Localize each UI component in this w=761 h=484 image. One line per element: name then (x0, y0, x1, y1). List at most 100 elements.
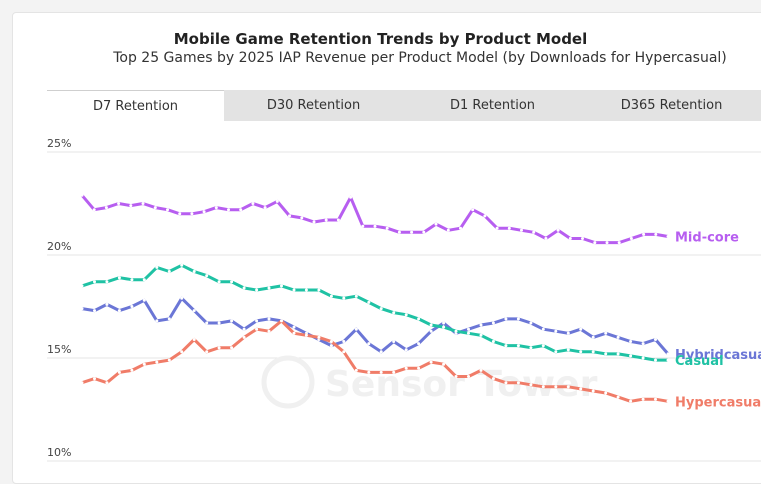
data-point-hybridcasual (442, 321, 446, 325)
data-point-casual (217, 280, 221, 284)
data-point-hypercasual (479, 368, 483, 372)
y-axis-ticks: 10% 15% 20% 25% (47, 137, 71, 459)
data-point-mid-core (117, 202, 121, 205)
data-point-hybridcasual (267, 317, 271, 321)
data-point-hypercasual (217, 346, 221, 350)
data-point-hybridcasual (516, 317, 520, 321)
data-point-casual (454, 329, 458, 333)
data-point-hybridcasual (429, 329, 433, 333)
data-point-hypercasual (392, 370, 396, 374)
data-point-hypercasual (616, 395, 620, 399)
data-point-hybridcasual (491, 321, 495, 325)
data-point-hypercasual (467, 375, 470, 378)
data-point-hybridcasual (529, 321, 533, 325)
data-point-mid-core (544, 237, 548, 240)
data-point-hybridcasual (255, 319, 259, 323)
data-point-hybridcasual (230, 319, 234, 323)
retention-line-chart: Sensor Tower 10% 15% 20% 25% Mid-core Hybrid… (47, 137, 761, 462)
watermark: Sensor Tower (261, 355, 598, 409)
data-point-mid-core (227, 208, 230, 212)
series-line-hybridcasual (81, 296, 670, 355)
data-point-casual (404, 313, 408, 317)
data-point-hypercasual (354, 368, 358, 372)
data-point-mid-core (251, 202, 255, 205)
data-point-mid-core (556, 228, 560, 232)
data-point-hypercasual (192, 338, 196, 341)
data-point-hybridcasual (354, 327, 358, 331)
series-label-casual: Casual (675, 354, 724, 369)
data-point-casual (604, 352, 608, 356)
series-label-hypercasual: Hypercasual (675, 395, 761, 410)
tab-d1-retention[interactable]: D1 Retention (449, 98, 536, 113)
data-point-mid-core (141, 202, 145, 205)
data-point-mid-core (507, 226, 511, 230)
data-point-hybridcasual (479, 323, 483, 327)
data-point-hypercasual (255, 327, 259, 331)
data-point-hypercasual (666, 399, 670, 403)
series-label-hybridcasual: Hybridcasual (675, 348, 761, 363)
data-point-casual (541, 344, 545, 348)
data-point-casual (641, 356, 645, 360)
data-point-hypercasual (504, 381, 508, 385)
data-point-mid-core (605, 241, 609, 245)
data-point-mid-core (288, 214, 291, 218)
data-point-casual (317, 288, 321, 292)
data-point-casual (654, 358, 657, 362)
tab-d7-retention[interactable]: D7 Retention (47, 90, 225, 122)
data-point-hypercasual (230, 346, 234, 350)
data-point-hypercasual (454, 375, 458, 378)
data-point-hybridcasual (392, 340, 396, 343)
data-point-mid-core (520, 228, 523, 232)
data-point-casual (167, 270, 171, 273)
data-point-casual (616, 352, 620, 356)
data-point-mid-core (532, 230, 536, 234)
data-point-hypercasual (267, 329, 271, 333)
data-point-hypercasual (80, 381, 84, 385)
data-point-hybridcasual (554, 329, 558, 333)
data-point-mid-core (300, 216, 304, 220)
data-point-hybridcasual (654, 338, 657, 341)
data-point-mid-core (385, 226, 389, 230)
data-point-hybridcasual (142, 298, 146, 302)
chart-title: Mobile Game Retention Trends by Product … (173, 30, 588, 48)
series-lines (80, 193, 670, 403)
data-point-mid-core (80, 193, 84, 197)
data-point-hypercasual (93, 377, 96, 381)
data-point-mid-core (471, 208, 475, 212)
data-point-mid-core (617, 241, 621, 245)
data-point-hypercasual (367, 370, 371, 374)
data-point-hypercasual (130, 368, 134, 372)
data-point-mid-core (459, 226, 462, 230)
data-point-hypercasual (167, 358, 171, 362)
data-point-hybridcasual (155, 319, 159, 323)
data-point-hypercasual (379, 370, 383, 374)
data-point-hybridcasual (205, 321, 209, 325)
data-point-mid-core (129, 204, 133, 208)
data-point-casual (292, 288, 296, 292)
watermark-logo-icon (261, 355, 315, 409)
data-point-mid-core (654, 232, 658, 236)
tab-d30-retention[interactable]: D30 Retention (266, 98, 361, 113)
data-point-hybridcasual (666, 352, 670, 356)
data-point-hypercasual (591, 389, 595, 393)
data-point-hypercasual (342, 350, 346, 354)
data-point-hybridcasual (329, 344, 333, 348)
data-point-mid-core (422, 230, 426, 234)
data-point-casual (666, 358, 670, 362)
data-point-hybridcasual (579, 327, 583, 331)
data-point-hybridcasual (242, 327, 246, 331)
data-point-mid-core (153, 206, 157, 210)
data-point-hybridcasual (417, 342, 421, 346)
data-point-mid-core (239, 208, 243, 212)
data-point-mid-core (373, 224, 377, 228)
tab-d365-retention[interactable]: D365 Retention (620, 98, 723, 113)
y-tick-label: 15% (47, 343, 71, 356)
data-point-hybridcasual (641, 342, 645, 346)
data-point-hypercasual (554, 385, 558, 389)
data-point-hypercasual (317, 335, 321, 339)
data-point-casual (504, 344, 508, 348)
data-point-mid-core (92, 208, 96, 212)
data-point-hybridcasual (217, 321, 221, 325)
data-point-hybridcasual (541, 327, 545, 331)
data-point-hybridcasual (467, 327, 470, 331)
